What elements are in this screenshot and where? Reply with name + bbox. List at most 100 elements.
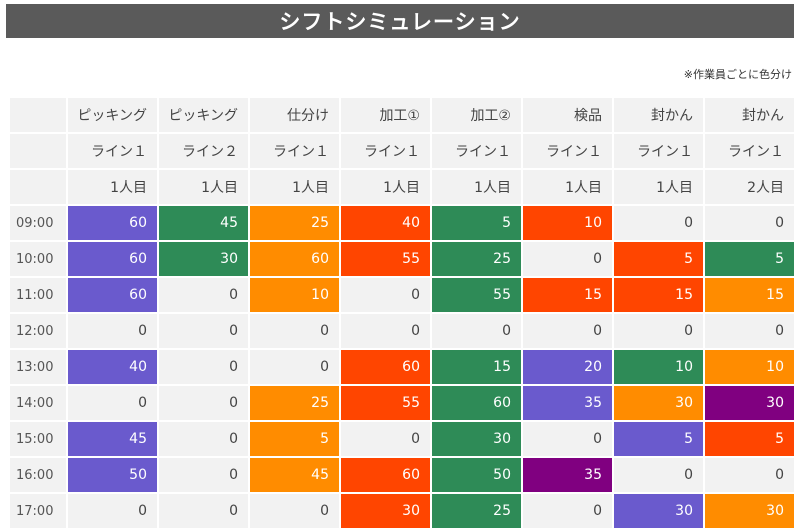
shift-cell: 15 xyxy=(523,278,612,312)
shift-cell: 0 xyxy=(68,386,157,420)
corner-cell xyxy=(10,134,66,168)
shift-cell: 0 xyxy=(159,494,248,528)
shift-cell: 25 xyxy=(432,242,521,276)
shift-cell: 5 xyxy=(250,422,339,456)
shift-cell: 0 xyxy=(705,458,794,492)
shift-cell: 15 xyxy=(705,278,794,312)
shift-cell: 0 xyxy=(250,494,339,528)
shift-cell: 0 xyxy=(341,278,430,312)
shift-cell: 60 xyxy=(250,242,339,276)
shift-cell: 10 xyxy=(250,278,339,312)
header-task-cell: 仕分け xyxy=(250,98,339,132)
shift-cell: 0 xyxy=(341,314,430,348)
header-line-cell: ライン２ xyxy=(159,134,248,168)
header-person-cell: 1人目 xyxy=(250,170,339,204)
header-task-cell: 封かん xyxy=(705,98,794,132)
header-person-cell: 1人目 xyxy=(614,170,703,204)
header-line-cell: ライン１ xyxy=(614,134,703,168)
shift-cell: 60 xyxy=(68,206,157,240)
table-row: 10:00 60 30 60 55 25 0 5 5 xyxy=(10,242,794,276)
shift-cell: 0 xyxy=(705,206,794,240)
time-label: 12:00 xyxy=(10,314,66,348)
shift-cell: 35 xyxy=(523,458,612,492)
header-task-cell: ピッキング xyxy=(159,98,248,132)
header-task-cell: 封かん xyxy=(614,98,703,132)
shift-cell: 0 xyxy=(523,314,612,348)
shift-cell: 25 xyxy=(432,494,521,528)
shift-cell: 0 xyxy=(68,494,157,528)
shift-cell: 45 xyxy=(250,458,339,492)
shift-cell: 0 xyxy=(614,206,703,240)
header-task-cell: 加工② xyxy=(432,98,521,132)
time-label: 11:00 xyxy=(10,278,66,312)
shift-cell: 5 xyxy=(614,242,703,276)
header-line-row: ライン１ ライン２ ライン１ ライン１ ライン１ ライン１ ライン１ ライン１ xyxy=(10,134,794,168)
shift-cell: 60 xyxy=(68,242,157,276)
shift-cell: 45 xyxy=(68,422,157,456)
shift-cell: 0 xyxy=(159,350,248,384)
header-line-cell: ライン１ xyxy=(432,134,521,168)
corner-cell xyxy=(10,170,66,204)
shift-cell: 60 xyxy=(68,278,157,312)
shift-cell: 30 xyxy=(614,494,703,528)
shift-cell: 5 xyxy=(705,422,794,456)
shift-cell: 55 xyxy=(432,278,521,312)
table-row: 15:00 45 0 5 0 30 0 5 5 xyxy=(10,422,794,456)
shift-cell: 15 xyxy=(432,350,521,384)
header-person-cell: 1人目 xyxy=(523,170,612,204)
shift-cell: 0 xyxy=(68,314,157,348)
shift-cell: 10 xyxy=(705,350,794,384)
shift-cell: 35 xyxy=(523,386,612,420)
shift-cell: 0 xyxy=(159,386,248,420)
shift-cell: 0 xyxy=(159,422,248,456)
shift-cell: 30 xyxy=(705,494,794,528)
header-task-cell: ピッキング xyxy=(68,98,157,132)
table-row: 11:00 60 0 10 0 55 15 15 15 xyxy=(10,278,794,312)
shift-cell: 50 xyxy=(432,458,521,492)
shift-cell: 55 xyxy=(341,242,430,276)
shift-cell: 30 xyxy=(705,386,794,420)
time-label: 13:00 xyxy=(10,350,66,384)
shift-cell: 30 xyxy=(341,494,430,528)
header-person-cell: 1人目 xyxy=(68,170,157,204)
shift-cell: 0 xyxy=(250,350,339,384)
header-task-cell: 加工① xyxy=(341,98,430,132)
shift-cell: 0 xyxy=(614,458,703,492)
table-row: 09:00 60 45 25 40 5 10 0 0 xyxy=(10,206,794,240)
shift-cell: 50 xyxy=(68,458,157,492)
shift-cell: 0 xyxy=(159,314,248,348)
header-task-row: ピッキング ピッキング 仕分け 加工① 加工② 検品 封かん 封かん xyxy=(10,98,794,132)
shift-cell: 0 xyxy=(341,422,430,456)
shift-cell: 60 xyxy=(341,458,430,492)
shift-cell: 25 xyxy=(250,386,339,420)
shift-cell: 0 xyxy=(250,314,339,348)
table-row: 16:00 50 0 45 60 50 35 0 0 xyxy=(10,458,794,492)
shift-cell: 10 xyxy=(523,206,612,240)
time-label: 10:00 xyxy=(10,242,66,276)
shift-cell: 10 xyxy=(614,350,703,384)
shift-cell: 45 xyxy=(159,206,248,240)
time-label: 16:00 xyxy=(10,458,66,492)
header-person-row: 1人目 1人目 1人目 1人目 1人目 1人目 1人目 2人目 xyxy=(10,170,794,204)
shift-cell: 0 xyxy=(614,314,703,348)
header-person-cell: 1人目 xyxy=(432,170,521,204)
time-label: 09:00 xyxy=(10,206,66,240)
shift-cell: 5 xyxy=(614,422,703,456)
time-label: 14:00 xyxy=(10,386,66,420)
table-row: 17:00 0 0 0 30 25 0 30 30 xyxy=(10,494,794,528)
header-person-cell: 1人目 xyxy=(159,170,248,204)
color-note: ※作業員ごとに色分け xyxy=(683,68,792,81)
time-label: 15:00 xyxy=(10,422,66,456)
shift-cell: 30 xyxy=(432,422,521,456)
shift-table-body: ピッキング ピッキング 仕分け 加工① 加工② 検品 封かん 封かん ライン１ ライン２ ライン１ ラ… xyxy=(10,98,794,528)
shift-cell: 20 xyxy=(523,350,612,384)
shift-cell: 30 xyxy=(614,386,703,420)
shift-cell: 40 xyxy=(68,350,157,384)
shift-cell: 5 xyxy=(705,242,794,276)
table-row: 13:00 40 0 0 60 15 20 10 10 xyxy=(10,350,794,384)
header-person-cell: 2人目 xyxy=(705,170,794,204)
shift-cell: 0 xyxy=(159,458,248,492)
header-line-cell: ライン１ xyxy=(68,134,157,168)
shift-cell: 0 xyxy=(523,494,612,528)
page-title: シフトシミュレーション xyxy=(6,4,794,38)
